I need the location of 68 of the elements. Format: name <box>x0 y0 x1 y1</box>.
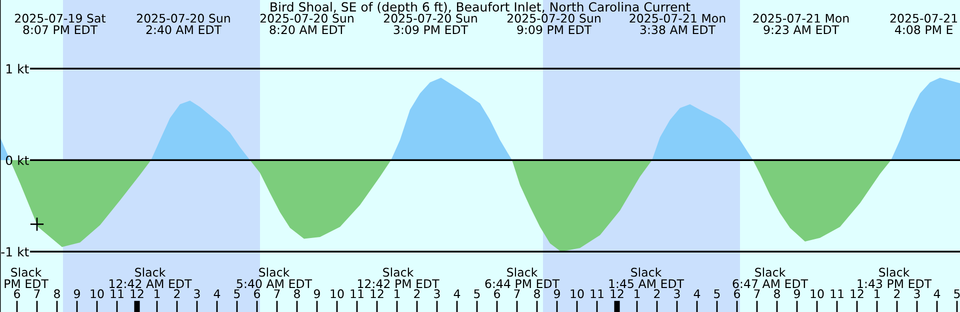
x-tick-label: 2 <box>654 289 660 298</box>
y-tick-label: -1 kt <box>1 246 29 256</box>
x-tick-label: 5 <box>474 289 480 298</box>
x-tick-label: 3 <box>914 289 920 298</box>
x-tick-label: 10 <box>90 289 104 298</box>
x-tick-label: 1 <box>634 289 640 298</box>
x-tick-label: 11 <box>350 289 364 298</box>
annotation: 2025-07-19 Sat 8:07 PM EDT <box>15 14 106 34</box>
x-tick-label: 8 <box>774 289 780 298</box>
x-tick-label: 10 <box>570 289 584 298</box>
x-tick-label: 2 <box>894 289 900 298</box>
x-tick-label: 5 <box>954 289 960 298</box>
x-tick-label: 12 <box>610 289 624 298</box>
x-tick-label: 7 <box>514 289 520 298</box>
x-tick-label: 9 <box>314 289 320 298</box>
x-tick-label: 11 <box>590 289 604 298</box>
annotation: Slack 6:44 PM EDT <box>485 268 560 288</box>
x-tick-label: 4 <box>934 289 940 298</box>
x-tick-label: 7 <box>274 289 280 298</box>
x-tick-label: 3 <box>674 289 680 298</box>
x-tick-label: 3 <box>194 289 200 298</box>
x-tick-label: 3 <box>434 289 440 298</box>
x-tick-label: 6 <box>734 289 740 298</box>
x-tick-label: 1 <box>394 289 400 298</box>
annotation: 2025-07-21 Mon 3:38 AM EDT <box>630 14 726 34</box>
annotation: 2025-07-20 Sun 8:20 AM EDT <box>260 14 354 34</box>
annotation: 2025-07-21 Mon 9:23 AM EDT <box>753 14 849 34</box>
x-tick-label: 2 <box>174 289 180 298</box>
x-tick-label: 9 <box>794 289 800 298</box>
x-tick-label: 11 <box>830 289 844 298</box>
x-tick-label: 10 <box>330 289 344 298</box>
x-tick-label: 6 <box>254 289 260 298</box>
x-tick-label: 4 <box>454 289 460 298</box>
x-tick-label: 4 <box>214 289 220 298</box>
x-tick-label: 12 <box>130 289 144 298</box>
x-tick-label: 7 <box>34 289 40 298</box>
x-tick-label: 9 <box>554 289 560 298</box>
annotation: Slack 12:42 AM EDT <box>110 268 192 288</box>
annotation: 2025-07-20 Sun 2:40 AM EDT <box>136 14 230 34</box>
x-tick-label: 5 <box>714 289 720 298</box>
y-tick-label: 1 kt <box>6 64 29 74</box>
x-tick-label: 6 <box>14 289 20 298</box>
x-tick-label: 6 <box>494 289 500 298</box>
x-tick-label: 12 <box>850 289 864 298</box>
annotation: Slack 1:43 PM EDT <box>858 268 932 288</box>
x-tick-label: 11 <box>110 289 124 298</box>
annotation: Slack 12:42 PM EDT <box>358 268 440 288</box>
x-tick-label: 9 <box>74 289 80 298</box>
x-tick-label: 10 <box>810 289 824 298</box>
annotation: 2025-07-21 4:08 PM E <box>890 14 958 34</box>
x-tick-label: 8 <box>54 289 60 298</box>
annotation: Slack PM EDT <box>4 268 48 288</box>
x-tick-label: 5 <box>234 289 240 298</box>
x-tick-label: 4 <box>694 289 700 298</box>
x-tick-label: 8 <box>534 289 540 298</box>
annotation: 2025-07-20 Sun 3:09 PM EDT <box>384 14 477 34</box>
x-tick-label: 7 <box>754 289 760 298</box>
chart-title: Bird Shoal, SE of (depth 6 ft), Beaufort Inlet, North Carolina Current <box>270 2 690 14</box>
annotation: Slack 6:47 AM EDT <box>732 268 808 288</box>
x-tick-label: 1 <box>874 289 880 298</box>
annotation: Slack 5:40 AM EDT <box>236 268 312 288</box>
y-tick-label: 0 kt <box>6 155 29 166</box>
x-tick-label: 8 <box>294 289 300 298</box>
x-tick-label: 12 <box>370 289 384 298</box>
annotation: 2025-07-20 Sun 9:09 PM EDT <box>507 14 600 34</box>
x-tick-label: 2 <box>414 289 420 298</box>
annotation: Slack 1:45 AM EDT <box>609 268 684 288</box>
x-tick-label: 1 <box>154 289 160 298</box>
